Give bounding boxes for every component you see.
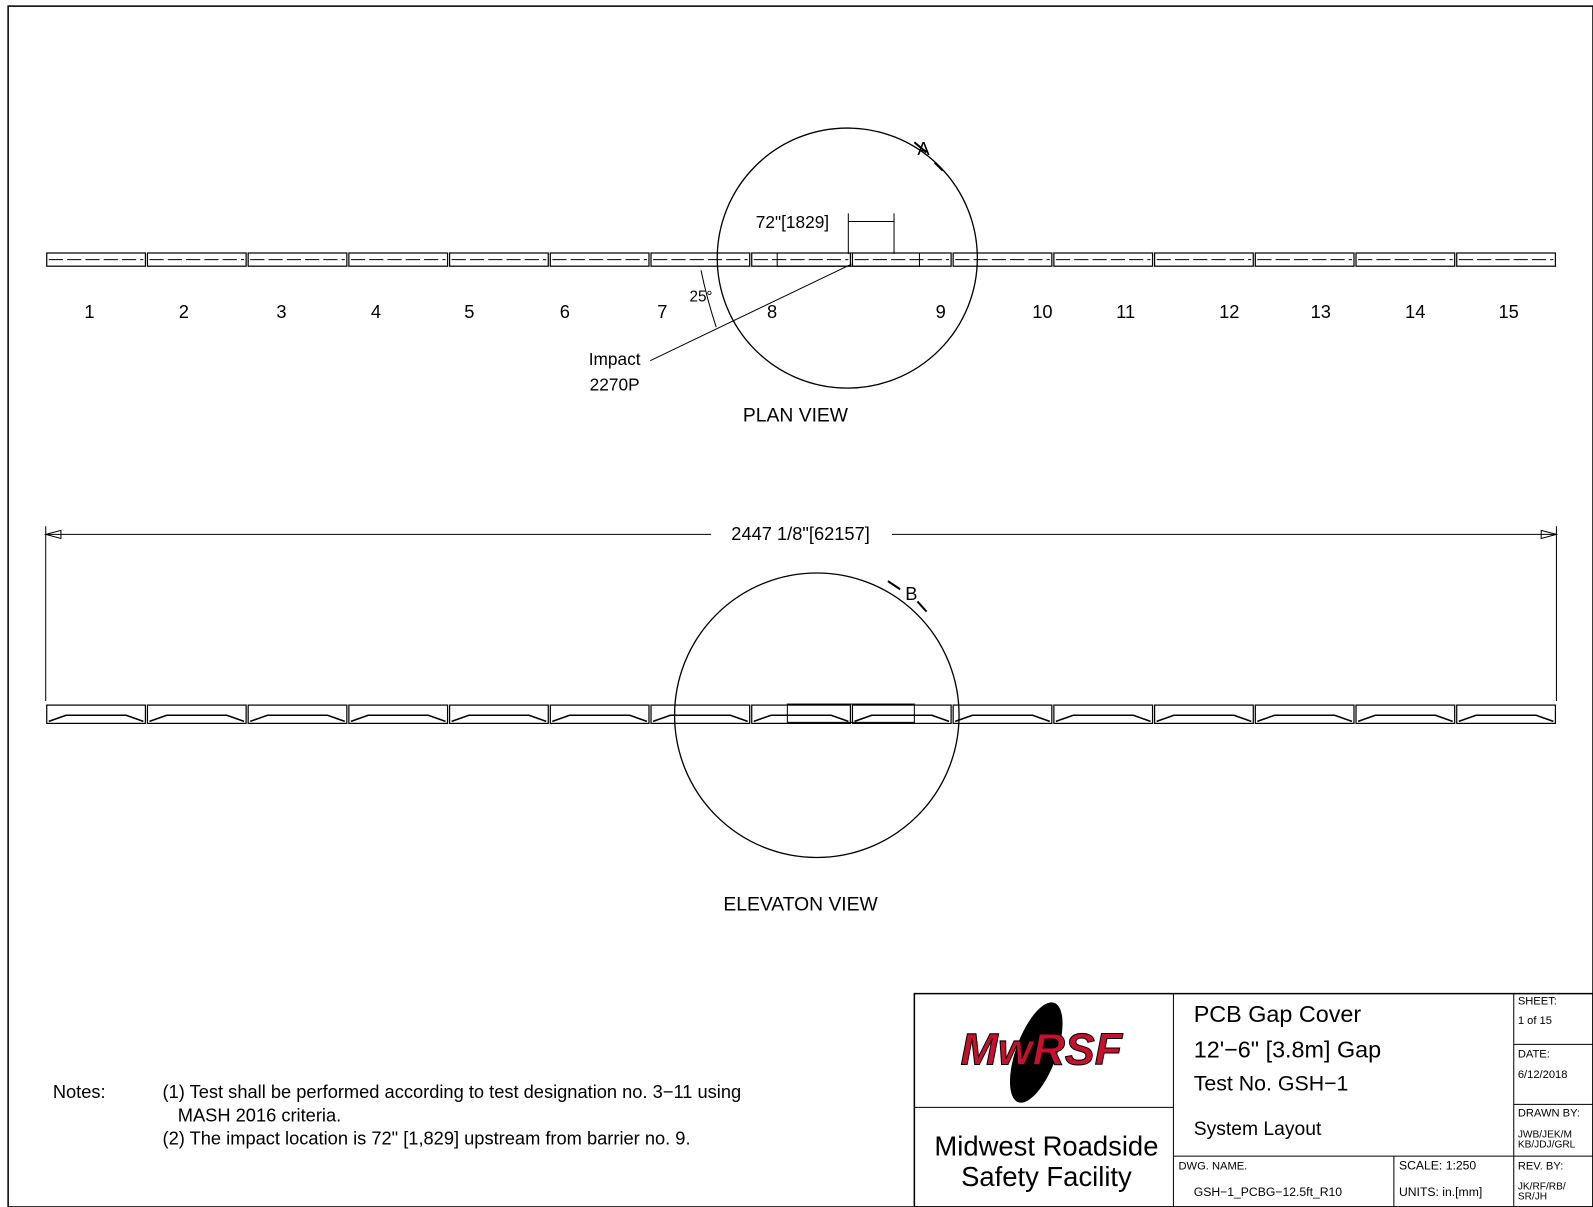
subtitle: System Layout [1194, 1119, 1322, 1140]
field-value: UNITS: in.[mm] [1399, 1185, 1482, 1199]
note-line: MASH 2016 criteria. [178, 1104, 341, 1125]
barrier-base [1056, 715, 1151, 721]
barrier [147, 705, 246, 723]
barrier-number: 4 [371, 301, 381, 322]
barrier [550, 705, 649, 723]
barrier [450, 705, 549, 723]
field-value: SCALE: 1:250 [1399, 1159, 1476, 1173]
barrier-number: 10 [1032, 301, 1052, 322]
barrier-number: 6 [560, 301, 570, 322]
barrier-number: 1 [84, 301, 94, 322]
barrier-base [653, 715, 748, 721]
barrier-base [1257, 715, 1352, 721]
barrier-base [250, 715, 345, 721]
field-value: KB/JDJ/GRL [1518, 1140, 1576, 1151]
barrier [1457, 705, 1556, 723]
barrier [47, 705, 146, 723]
impact-label: Impact [589, 349, 641, 369]
barrier [852, 705, 951, 723]
barrier [1155, 705, 1254, 723]
barrier-base [351, 715, 446, 721]
field-label: DWG. NAME. [1178, 1160, 1247, 1172]
detail-label: A [917, 138, 930, 159]
barrier-base [149, 715, 244, 721]
notes: Notes: (1) Test shall be performed accor… [53, 1081, 741, 1149]
barrier [953, 705, 1052, 723]
barrier [248, 705, 347, 723]
detail-label: B [905, 583, 917, 604]
title-line: PCB Gap Cover [1194, 1001, 1362, 1027]
barrier-number: 15 [1499, 301, 1519, 322]
view-label: ELEVATON VIEW [723, 894, 878, 915]
field-value: 6/12/2018 [1518, 1069, 1568, 1081]
barrier-number: 14 [1405, 301, 1425, 322]
barrier-base [552, 715, 647, 721]
note-line: (1) Test shall be performed according to… [163, 1081, 742, 1102]
barrier-number: 7 [657, 301, 667, 322]
elevation-view: 2447 1/8"[62157] B ELEVATON VIEW [46, 523, 1557, 915]
barrier-number: 5 [464, 301, 474, 322]
title-line: Test No. GSH−1 [1194, 1072, 1349, 1096]
field-label: REV. BY: [1518, 1160, 1563, 1172]
barrier-number: 9 [936, 301, 946, 322]
barrier-base [49, 715, 144, 721]
dimension-text: 72"[1829] [756, 212, 829, 232]
barrier-base [1459, 715, 1554, 721]
field-value: GSH−1_PCBG−12.5ft_R10 [1194, 1185, 1343, 1199]
barrier-number: 2 [179, 301, 189, 322]
field-value: SR/JH [1518, 1191, 1547, 1202]
organization: Safety Facility [961, 1161, 1132, 1192]
dimension-text: 2447 1/8"[62157] [731, 523, 870, 544]
barrier-number: 3 [276, 301, 286, 322]
plan-view: A 72"[1829] 25° Impact 2270P PLAN VIEW 1… [47, 128, 1556, 427]
notes-prefix: Notes: [53, 1081, 106, 1102]
barrier [1255, 705, 1354, 723]
note-line: (2) The impact location is 72" [1,829] u… [163, 1128, 691, 1149]
barrier-base [854, 715, 949, 721]
barrier-base [1358, 715, 1453, 721]
field-label: DRAWN BY: [1518, 1107, 1580, 1119]
field-label: SHEET: [1518, 996, 1557, 1008]
barrier [752, 705, 851, 723]
barrier-number: 12 [1219, 301, 1239, 322]
barrier-base [754, 715, 849, 721]
drawing: A 72"[1829] 25° Impact 2270P PLAN VIEW 1… [0, 0, 1593, 1207]
barrier-base [955, 715, 1050, 721]
barrier-number: 8 [767, 301, 777, 322]
barrier [349, 705, 448, 723]
barrier [1356, 705, 1455, 723]
impact-label: 2270P [590, 375, 640, 395]
title-line: 12'−6" [3.8m] Gap [1194, 1037, 1381, 1063]
view-label: PLAN VIEW [743, 406, 849, 427]
barrier-number: 13 [1311, 301, 1331, 322]
logo: MwRSF [961, 1025, 1124, 1074]
barrier-base [452, 715, 547, 721]
barrier [651, 705, 750, 723]
angle-text: 25° [689, 289, 712, 306]
barrier-number: 11 [1116, 301, 1135, 322]
field-value: 1 of 15 [1518, 1015, 1552, 1027]
organization: Midwest Roadside [934, 1130, 1158, 1161]
field-label: DATE: [1518, 1049, 1550, 1061]
title-block: MwRSF Midwest Roadside Safety Facility P… [914, 994, 1593, 1207]
barrier-base [1157, 715, 1252, 721]
barrier [1054, 705, 1153, 723]
